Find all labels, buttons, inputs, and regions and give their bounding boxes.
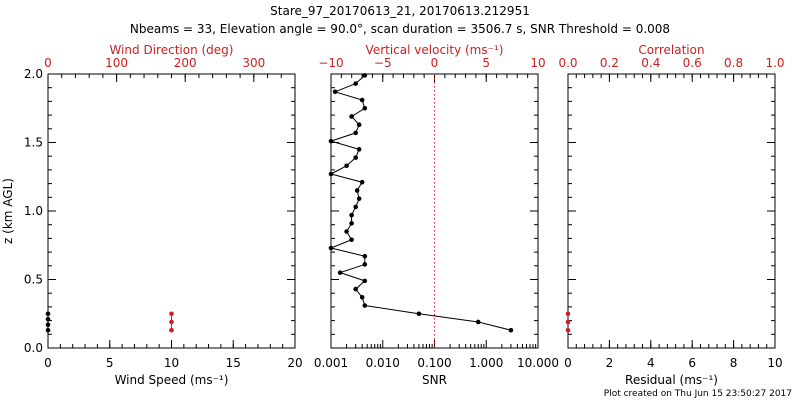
- right-x-bottom-tick-label: 6: [688, 356, 696, 370]
- middle-snr-point: [416, 311, 422, 317]
- left-wind-speed-point: [45, 327, 51, 333]
- middle-x-top-axis-title: Vertical velocity (ms⁻¹): [366, 43, 504, 57]
- middle-snr-point: [359, 97, 365, 103]
- middle-snr-point: [359, 179, 365, 185]
- y-tick-label: 0.0: [24, 341, 43, 355]
- middle-snr-point: [349, 212, 354, 218]
- left-plot-frame: [47, 73, 296, 349]
- middle-x-top-tick-label: 0: [431, 56, 439, 70]
- middle-snr-point: [356, 196, 362, 201]
- right-x-top-tick-label: 0.2: [600, 56, 619, 70]
- right-x-top-tick-label: 0.4: [641, 56, 660, 70]
- y-tick-label: 2.0: [24, 67, 43, 81]
- left-x-bottom-tick-label: 0: [44, 356, 52, 370]
- middle-x-bottom-tick-label: 0.100: [417, 356, 451, 370]
- right-x-top-axis-title: Correlation: [638, 43, 704, 57]
- right-correlation-point: [565, 311, 571, 317]
- middle-snr-point: [353, 155, 358, 160]
- middle-snr-line: [329, 74, 512, 331]
- left-x-top-tick-label: 0: [44, 56, 52, 70]
- middle-x-bottom-tick-label: 10.000: [517, 356, 559, 370]
- right-x-bottom-tick-label: 2: [606, 356, 614, 370]
- middle-x-top-tick-label: −10: [318, 56, 343, 70]
- middle-snr-point: [362, 105, 368, 111]
- y-tick-label: 1.5: [24, 136, 43, 150]
- middle-x-bottom-tick-label: 0.010: [366, 356, 400, 370]
- right-correlation-point: [565, 319, 571, 325]
- middle-snr-point: [337, 270, 343, 275]
- left-x-top-tick-label: 200: [174, 56, 197, 70]
- middle-x-top-tick-label: 10: [530, 56, 545, 70]
- right-x-top-tick-label: 1.0: [765, 56, 784, 70]
- y-tick-label: 1.0: [24, 204, 43, 218]
- left-wind-direction-point: [169, 319, 174, 325]
- left-x-bottom-tick-label: 15: [226, 356, 241, 370]
- left-wind-speed-point: [45, 316, 51, 322]
- right-plot-frame: [567, 73, 776, 349]
- middle-snr-point: [508, 327, 514, 333]
- middle-snr-point: [328, 171, 334, 177]
- right-x-bottom-axis-title: Residual (ms⁻¹): [625, 373, 718, 387]
- right-x-top-tick-label: 0.0: [558, 56, 577, 70]
- middle-snr-point: [349, 221, 354, 226]
- left-x-bottom-tick-label: 20: [287, 356, 302, 370]
- right-x-bottom-tick-label: 0: [564, 356, 572, 370]
- right-x-bottom-tick-label: 10: [767, 356, 782, 370]
- left-wind-direction-point: [169, 311, 174, 317]
- middle-x-top-tick-label: 5: [482, 56, 490, 70]
- middle-snr-point: [359, 295, 365, 300]
- y-axis-title: z (km AGL): [1, 178, 15, 244]
- middle-x-bottom-axis-title: SNR: [422, 373, 447, 387]
- right-correlation-point: [565, 327, 571, 333]
- left-x-top-axis-title: Wind Direction (deg): [110, 43, 234, 57]
- right-x-top-tick-label: 0.8: [724, 56, 743, 70]
- middle-snr-point: [353, 204, 358, 210]
- figure-title: Stare_97_20170613_21, 20170613.212951: [270, 4, 530, 18]
- right-x-top-tick-label: 0.6: [683, 56, 702, 70]
- left-x-bottom-tick-label: 10: [164, 356, 179, 370]
- figure-subtitle: Nbeams = 33, Elevation angle = 90.0°, sc…: [130, 22, 670, 36]
- middle-snr-point: [328, 245, 334, 251]
- middle-snr-point: [328, 138, 334, 144]
- left-x-bottom-axis-title: Wind Speed (ms⁻¹): [115, 373, 229, 387]
- middle-x-top-tick-label: −5: [374, 56, 392, 70]
- middle-x-bottom-tick-label: 1.000: [469, 356, 503, 370]
- middle-snr-point: [353, 130, 358, 136]
- right-x-bottom-tick-label: 8: [730, 356, 738, 370]
- middle-x-bottom-tick-label: 0.001: [314, 356, 348, 370]
- middle-snr-point: [362, 73, 368, 78]
- middle-snr-point: [344, 163, 349, 169]
- middle-snr-point: [475, 319, 481, 325]
- middle-snr-point: [356, 122, 362, 127]
- middle-snr-point: [362, 303, 368, 308]
- right-x-bottom-tick-label: 4: [647, 356, 655, 370]
- middle-snr-point: [332, 89, 338, 95]
- left-x-top-tick-label: 300: [242, 56, 265, 70]
- left-wind-speed-point: [45, 322, 51, 328]
- middle-snr-point: [362, 253, 368, 259]
- middle-snr-point: [349, 114, 354, 119]
- middle-snr-point: [362, 278, 368, 284]
- middle-snr-point: [353, 286, 358, 292]
- middle-snr-point: [349, 237, 354, 243]
- left-wind-direction-point: [169, 327, 174, 333]
- left-x-bottom-tick-label: 5: [106, 356, 114, 370]
- left-x-top-tick-label: 100: [105, 56, 128, 70]
- middle-snr-point: [354, 188, 360, 193]
- middle-snr-point: [362, 262, 368, 267]
- middle-snr-point: [344, 229, 349, 234]
- y-tick-label: 0.5: [24, 273, 43, 287]
- plot-created-footer: Plot created on Thu Jun 15 23:50:27 2017: [604, 389, 792, 399]
- middle-snr-point: [353, 81, 358, 86]
- middle-snr-point: [356, 147, 362, 152]
- left-wind-speed-point: [45, 311, 51, 317]
